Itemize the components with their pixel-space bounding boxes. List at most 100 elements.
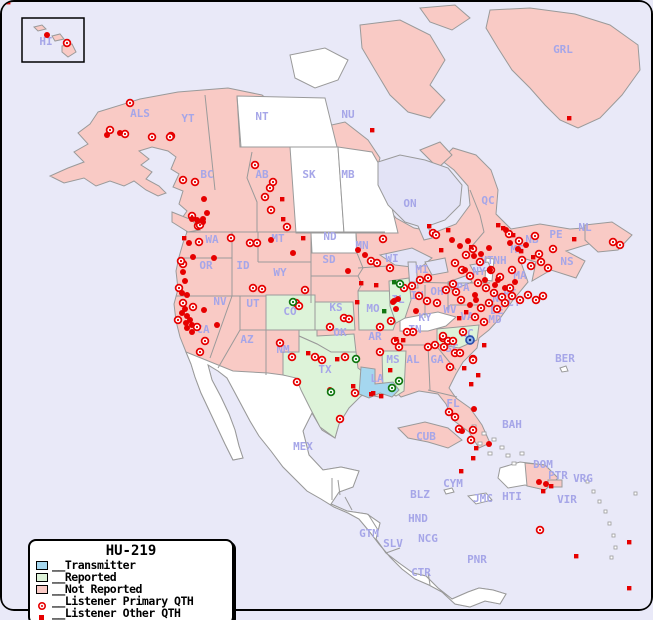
listener-primary-qth-center: [520, 258, 524, 262]
listener-other-qth-marker: [281, 217, 286, 222]
listener-dot-marker: [487, 267, 493, 273]
state-border: [367, 513, 379, 531]
listener-primary-qth-center: [611, 240, 615, 244]
listener-dot-marker: [462, 267, 468, 273]
listener-dot-marker: [362, 252, 368, 258]
region-label: MD: [488, 313, 502, 326]
listener-other-qth-marker: [519, 249, 524, 254]
listener-primary-qth-center: [453, 351, 457, 355]
listener-dot-marker: [201, 196, 207, 202]
island-speck: [609, 555, 614, 560]
listener-dot-marker: [189, 216, 195, 222]
listener-other-qth-marker: [574, 554, 579, 559]
listener-other-qth-marker: [369, 392, 374, 397]
listener-primary-qth-center: [198, 350, 202, 354]
region-label: WI: [385, 252, 398, 265]
region-label: YT: [181, 112, 195, 125]
listener-dot-marker: [194, 217, 200, 223]
listener-primary-qth-center: [448, 365, 452, 369]
map-region: [407, 261, 419, 289]
listener-primary-qth-center: [328, 325, 332, 329]
island-speck: [603, 509, 608, 514]
region-label: GRL: [553, 43, 573, 56]
legend-item-4: __Listener Other QTH: [36, 606, 226, 620]
listener-primary-qth-center: [434, 233, 438, 237]
state-border: [209, 295, 233, 359]
listener-other-qth-marker: [446, 228, 451, 233]
listener-other-qth-marker: [469, 382, 474, 387]
listener-dot-marker: [495, 277, 501, 283]
listener-primary-qth-center: [197, 240, 201, 244]
map-region: [314, 301, 356, 331]
region-label: MT: [271, 232, 285, 245]
listener-dot-marker: [290, 250, 296, 256]
region-label: ID: [236, 259, 250, 272]
listener-primary-qth-center: [269, 208, 273, 212]
reported-swatch: [36, 572, 48, 582]
listener-primary-qth-center: [260, 287, 264, 291]
listener-dot-marker: [179, 310, 185, 316]
listener-primary-qth-center: [181, 178, 185, 182]
region-label: AL: [406, 353, 420, 366]
listener-primary-qth-center: [444, 288, 448, 292]
listener-other-qth-marker: [370, 128, 375, 133]
listener-other-qth-marker: [462, 366, 467, 371]
listener-primary-qth-center: [417, 294, 421, 298]
listener-primary-qth-center: [378, 350, 382, 354]
listener-primary-qth-center: [487, 301, 491, 305]
region-label: NY: [472, 265, 486, 278]
listener-primary-qth-center: [471, 358, 475, 362]
state-border: [427, 389, 458, 398]
island-speck: [585, 479, 590, 484]
region-label: LA: [370, 372, 384, 385]
listener-primary-qth-center: [541, 294, 545, 298]
region-label: ON: [403, 197, 416, 210]
listener-dot-marker: [467, 302, 473, 308]
listener-primary-qth-center: [425, 299, 429, 303]
map-region: [282, 335, 375, 439]
listener-dot-marker: [413, 308, 419, 314]
listener-primary-qth-center: [500, 295, 504, 299]
listener-primary-qth-center: [469, 438, 473, 442]
listener-primary-qth-center: [458, 351, 462, 355]
listener-dot-marker: [184, 292, 190, 298]
listener-primary-qth-center: [278, 341, 282, 345]
map-canvas[interactable]: HIALSYTNTNUGRLBCABSKMBONQCNLNBPENSMEWAMT…: [2, 2, 651, 609]
listener-primary-qth-center: [405, 330, 409, 334]
listener-primary-qth-center: [375, 261, 379, 265]
listener-primary-qth-center: [123, 132, 127, 136]
region-label: AR: [368, 330, 382, 343]
not_reported-swatch: [36, 584, 48, 594]
region-label: AB: [255, 168, 269, 181]
map-region: [559, 365, 569, 373]
listener-primary-qth-center: [507, 232, 511, 236]
listener-primary-qth-center: [453, 261, 457, 265]
listener-dot-marker: [214, 322, 220, 328]
region-label: NS: [560, 255, 573, 268]
listener-dot-marker: [345, 268, 351, 274]
region-label: UT: [246, 297, 260, 310]
listener-other-qth-marker: [541, 489, 546, 494]
listener-dot-marker: [189, 329, 195, 335]
listener-other-qth-marker: [351, 384, 356, 389]
island-speck: [499, 445, 505, 450]
listener-dot-marker: [512, 279, 518, 285]
listener-primary-qth-center: [471, 428, 475, 432]
region-label: SK: [302, 168, 316, 181]
listener-other-qth-marker: [474, 446, 479, 451]
map-region: [236, 95, 338, 148]
listener-dot-marker: [184, 325, 190, 331]
north-america-map[interactable]: HIALSYTNTNUGRLBCABSKMBONQCNLNBPENSMEWAMT…: [2, 2, 651, 609]
map-region: [466, 492, 493, 505]
island-speck: [597, 499, 602, 504]
state-border: [236, 95, 242, 148]
listener-primary-qth-center: [517, 239, 521, 243]
listener-dot-marker: [44, 32, 50, 38]
listener-primary-qth-center: [492, 291, 496, 295]
listener-primary-qth-center: [476, 281, 480, 285]
state-border: [427, 344, 431, 391]
listener-primary-qth-center: [508, 286, 512, 290]
listener-other-qth-marker: [182, 236, 187, 241]
state-border: [204, 94, 216, 191]
blue-ring-center: [468, 338, 472, 342]
